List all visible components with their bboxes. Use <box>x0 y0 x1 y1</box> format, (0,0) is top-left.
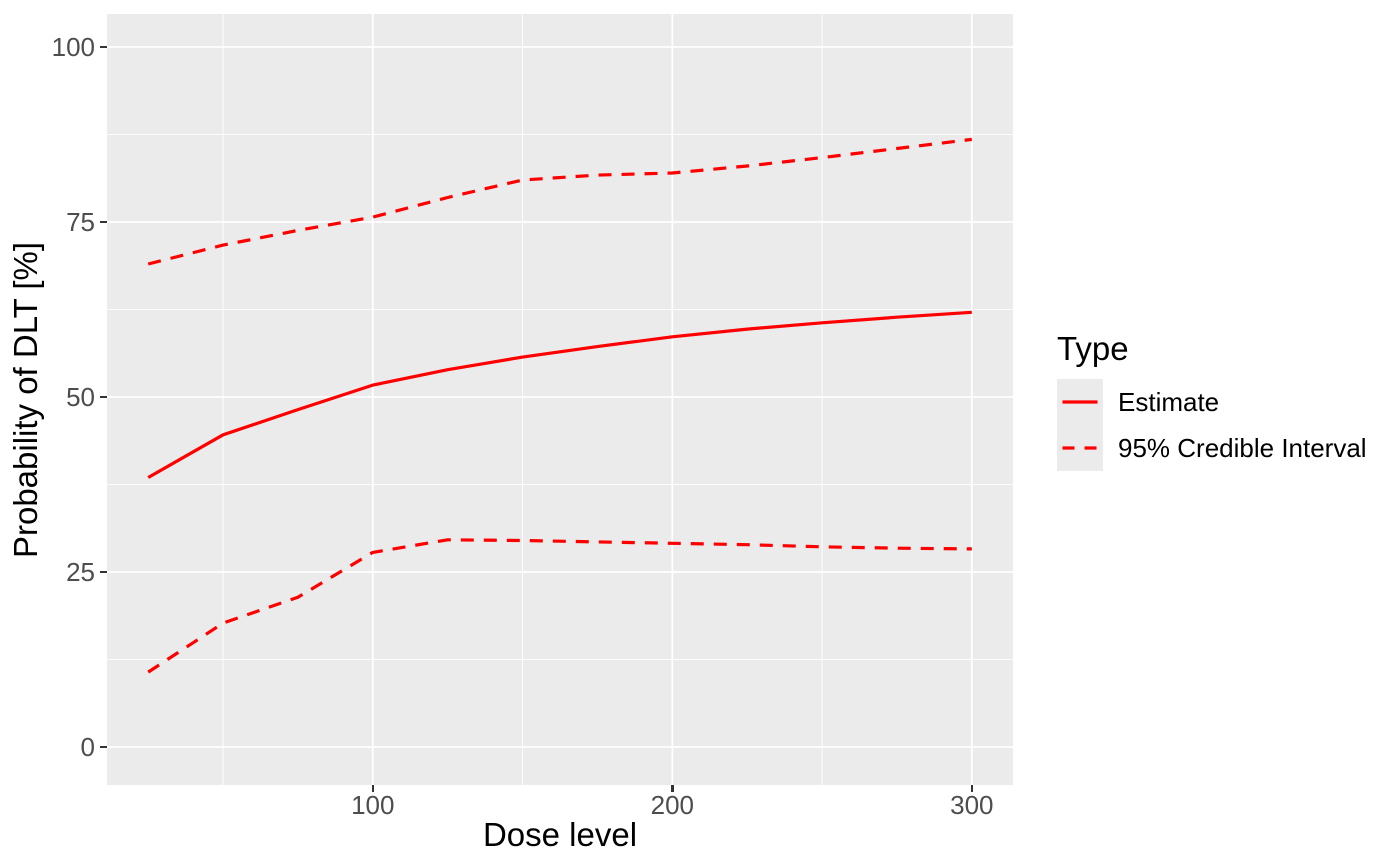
legend: Type Estimate 95% Credible Interval <box>1057 330 1367 471</box>
legend-item-estimate: Estimate <box>1057 379 1367 425</box>
y-tick-mark <box>100 395 107 399</box>
series-estimate <box>147 310 972 479</box>
plot-panel <box>107 14 1013 785</box>
solid-line-sample-icon <box>1062 400 1098 404</box>
y-tick-label: 0 <box>80 731 95 762</box>
plot-area <box>107 14 1013 785</box>
y-tick-label: 50 <box>66 381 95 412</box>
y-tick-label: 75 <box>66 206 95 237</box>
x-axis-title: Dose level <box>482 816 638 853</box>
y-tick-mark <box>100 220 107 224</box>
legend-label-credible-interval: 95% Credible Interval <box>1118 432 1367 463</box>
y-tick-label: 100 <box>51 31 95 62</box>
legend-label-estimate: Estimate <box>1118 386 1220 417</box>
y-tick-mark <box>100 45 107 49</box>
x-tick-label: 200 <box>650 790 694 820</box>
legend-item-credible-interval: 95% Credible Interval <box>1057 425 1367 471</box>
x-tick-mark <box>970 785 974 792</box>
y-tick-mark <box>100 570 107 574</box>
x-tick-label: 300 <box>950 790 994 820</box>
legend-items: Estimate 95% Credible Interval <box>1057 379 1367 471</box>
y-axis-title: Probability of DLT [%] <box>7 241 44 559</box>
legend-key-solid <box>1057 379 1103 425</box>
legend-key-dashed <box>1057 425 1103 471</box>
series-95-credible-interval-lower <box>147 538 972 674</box>
x-tick-mark <box>671 785 674 792</box>
y-tick-mark <box>100 745 107 749</box>
y-tick-label: 25 <box>66 556 95 587</box>
dashed-line-sample-icon <box>1062 446 1098 450</box>
x-tick-mark <box>371 785 375 792</box>
legend-title: Type <box>1057 330 1129 367</box>
x-tick-label: 100 <box>351 790 395 820</box>
series-95-credible-interval-upper <box>147 137 972 266</box>
